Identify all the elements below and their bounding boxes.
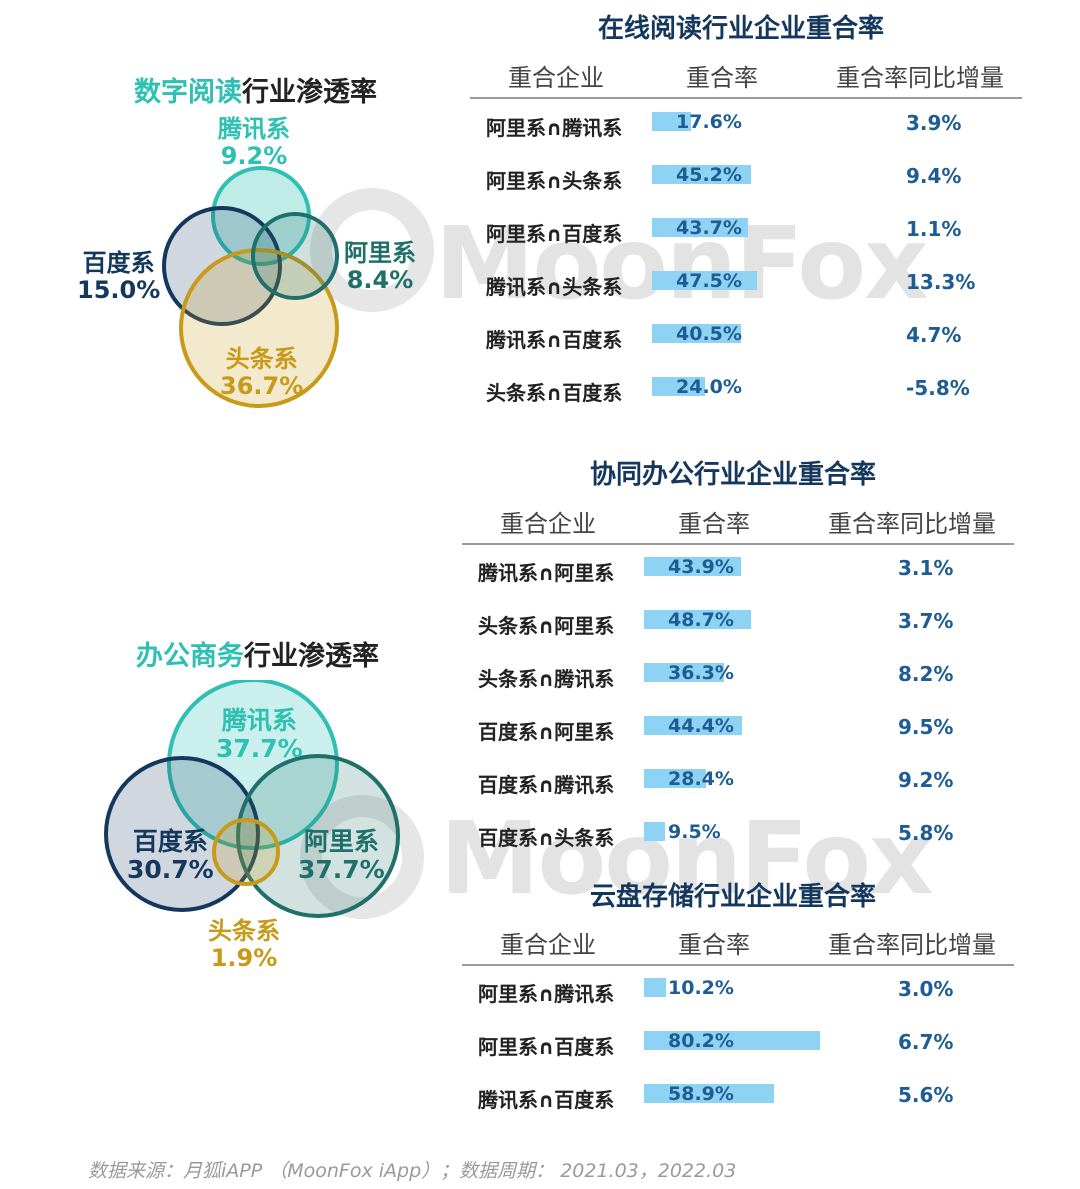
rate-label: 80.2% xyxy=(668,1030,734,1052)
pair-label: 阿里系∩百度系 xyxy=(486,222,623,246)
rate-bar xyxy=(644,716,742,735)
header-divider xyxy=(470,97,1022,99)
venn-label-toutiao: 头条系 1.9% xyxy=(208,917,280,972)
delta-value: 8.2% xyxy=(898,662,954,686)
column-header: 重合率 xyxy=(686,64,758,92)
venn-title: 办公商务行业渗透率 xyxy=(136,641,379,672)
venn-circle-toutiao xyxy=(179,248,339,408)
column-header: 重合企业 xyxy=(500,931,596,959)
rate-label: 47.5% xyxy=(676,270,742,292)
rate-label: 43.9% xyxy=(668,556,734,578)
rate-bar xyxy=(652,377,705,396)
header-divider xyxy=(462,964,1014,966)
rate-label: 9.5% xyxy=(668,821,721,843)
rate-label: 43.7% xyxy=(676,217,742,239)
delta-value: 5.8% xyxy=(898,821,954,845)
rate-label: 58.9% xyxy=(668,1083,734,1105)
rate-bar xyxy=(652,271,757,290)
venn-circle-baidu xyxy=(162,206,282,326)
delta-value: 3.0% xyxy=(898,977,954,1001)
pair-label: 头条系∩阿里系 xyxy=(478,614,615,638)
rate-label: 10.2% xyxy=(668,977,734,999)
header-divider xyxy=(462,543,1014,545)
delta-value: 9.2% xyxy=(898,768,954,792)
rate-bar xyxy=(644,978,667,997)
column-header: 重合率 xyxy=(678,510,750,538)
rate-label: 17.6% xyxy=(676,111,742,133)
rate-bar xyxy=(652,218,749,237)
rate-bar xyxy=(644,610,752,629)
pair-label: 头条系∩百度系 xyxy=(486,381,623,405)
pair-label: 头条系∩腾讯系 xyxy=(478,667,615,691)
pair-label: 腾讯系∩百度系 xyxy=(486,328,623,352)
venn-label-baidu: 百度系 30.7% xyxy=(127,827,214,884)
pair-label: 腾讯系∩阿里系 xyxy=(478,561,615,585)
delta-value: -5.8% xyxy=(906,376,970,400)
table-title: 协同办公行业企业重合率 xyxy=(590,460,877,490)
rate-bar xyxy=(644,822,665,841)
venn-circle-toutiao xyxy=(212,818,280,886)
column-header: 重合率同比增量 xyxy=(828,510,996,538)
venn-circle-tencent xyxy=(167,680,339,850)
rate-bar xyxy=(644,663,724,682)
venn-label-alibaba: 阿里系 8.4% xyxy=(344,239,416,294)
rate-label: 48.7% xyxy=(668,609,734,631)
pair-label: 阿里系∩头条系 xyxy=(486,169,623,193)
rate-label: 45.2% xyxy=(676,164,742,186)
rate-bar xyxy=(644,1084,774,1103)
delta-value: 3.9% xyxy=(906,111,962,135)
rate-bar xyxy=(652,165,752,184)
venn-diagram xyxy=(162,166,339,408)
rate-bar xyxy=(644,1031,821,1050)
pair-label: 腾讯系∩百度系 xyxy=(478,1088,615,1112)
rate-label: 36.3% xyxy=(668,662,734,684)
pair-label: 百度系∩腾讯系 xyxy=(478,773,615,797)
pair-label: 阿里系∩百度系 xyxy=(478,1035,615,1059)
rate-bar xyxy=(644,769,707,788)
rate-bar xyxy=(652,112,691,131)
rate-bar xyxy=(652,324,742,343)
venn-label-tencent: 腾讯系 37.7% xyxy=(216,706,303,763)
venn-label-baidu: 百度系 15.0% xyxy=(77,249,161,304)
venn-circle-alibaba xyxy=(251,212,339,300)
watermark-text: MoonFox xyxy=(440,800,934,917)
source-note: 数据来源：月狐iAPP （MoonFox iApp）；数据周期： 2021.03… xyxy=(88,1160,737,1182)
column-header: 重合率同比增量 xyxy=(836,64,1004,92)
venn-label-alibaba: 阿里系 37.7% xyxy=(298,827,385,884)
column-header: 重合率同比增量 xyxy=(828,931,996,959)
rate-label: 40.5% xyxy=(676,323,742,345)
column-header: 重合企业 xyxy=(508,64,604,92)
rate-bar xyxy=(644,557,741,576)
delta-value: 5.6% xyxy=(898,1083,954,1107)
pair-label: 腾讯系∩头条系 xyxy=(486,275,623,299)
rate-label: 44.4% xyxy=(668,715,734,737)
venn-title: 数字阅读行业渗透率 xyxy=(134,77,377,108)
venn-diagram xyxy=(104,680,400,918)
pair-label: 百度系∩阿里系 xyxy=(478,720,615,744)
delta-value: 9.4% xyxy=(906,164,962,188)
table-title: 云盘存储行业企业重合率 xyxy=(590,882,877,912)
column-header: 重合率 xyxy=(678,931,750,959)
delta-value: 9.5% xyxy=(898,715,954,739)
delta-value: 1.1% xyxy=(906,217,962,241)
pair-label: 阿里系∩腾讯系 xyxy=(478,982,615,1006)
delta-value: 13.3% xyxy=(906,270,976,294)
venn-label-toutiao: 头条系 36.7% xyxy=(220,345,304,400)
venn-label-tencent: 腾讯系 9.2% xyxy=(218,115,290,170)
delta-value: 4.7% xyxy=(906,323,962,347)
rate-label: 28.4% xyxy=(668,768,734,790)
delta-value: 3.1% xyxy=(898,556,954,580)
delta-value: 6.7% xyxy=(898,1030,954,1054)
rate-label: 24.0% xyxy=(676,376,742,398)
column-header: 重合企业 xyxy=(500,510,596,538)
pair-label: 阿里系∩腾讯系 xyxy=(486,116,623,140)
venn-circle-alibaba xyxy=(236,754,400,918)
pair-label: 百度系∩头条系 xyxy=(478,826,615,850)
delta-value: 3.7% xyxy=(898,609,954,633)
table-title: 在线阅读行业企业重合率 xyxy=(598,14,885,44)
